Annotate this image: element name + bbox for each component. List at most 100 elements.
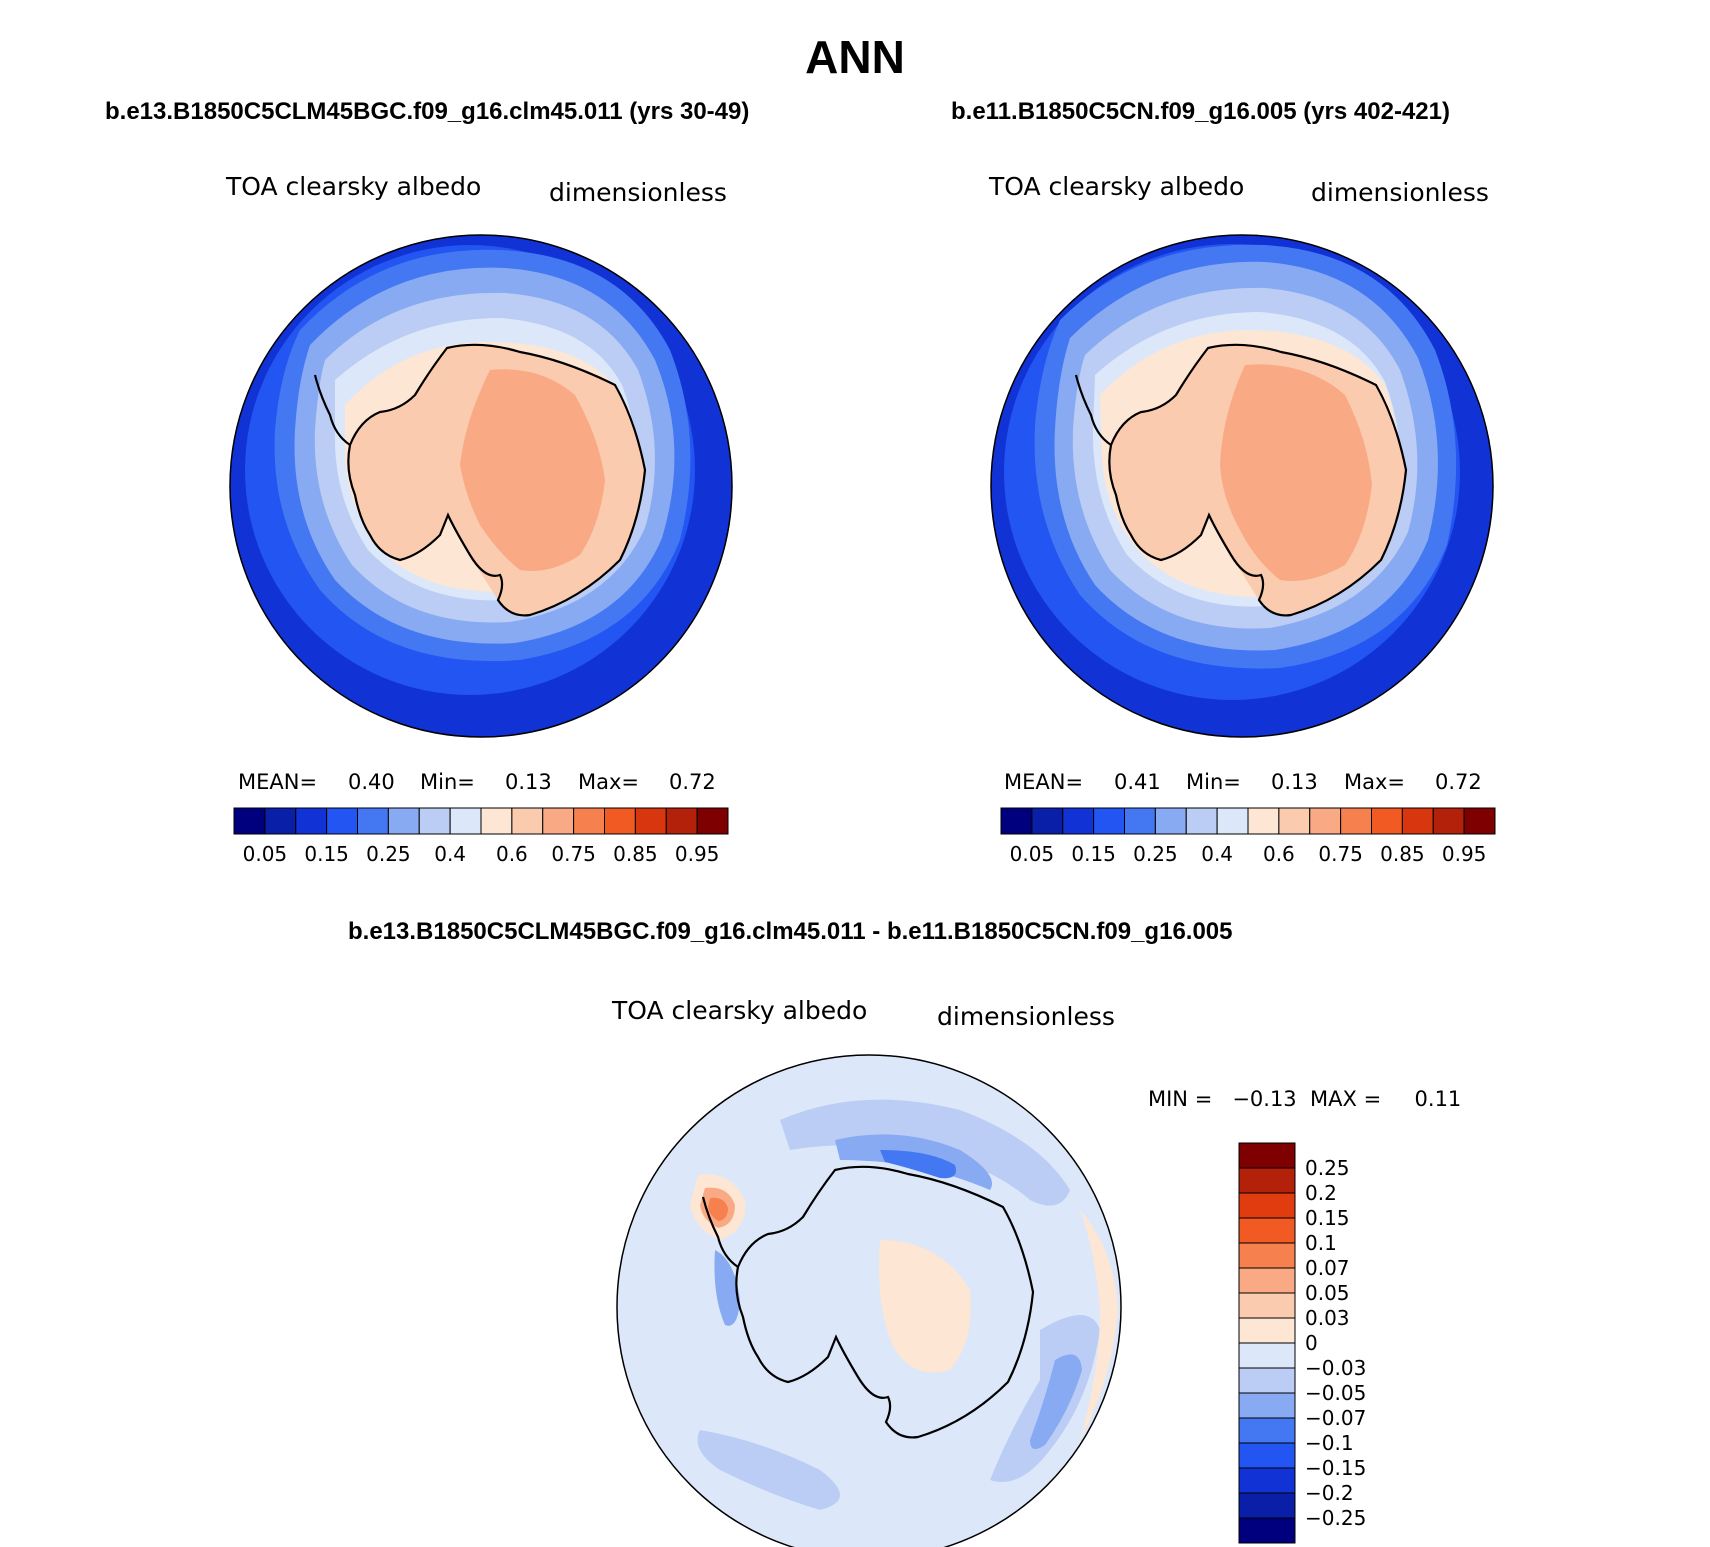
left-mean-label: MEAN= xyxy=(238,770,318,794)
colorbar-tick-label: 0.05 xyxy=(1305,1281,1350,1305)
diff-neg-band-south xyxy=(697,1430,840,1510)
colorbar-swatch xyxy=(1238,1167,1296,1194)
colorbar-swatch xyxy=(1238,1417,1296,1444)
colorbar-swatch xyxy=(634,807,667,835)
colorbar-tick-label: −0.15 xyxy=(1305,1456,1367,1480)
colorbar-tick-label: 0.15 xyxy=(304,842,349,866)
colorbar-swatch xyxy=(1309,807,1342,835)
colorbar-tick-label: 0.05 xyxy=(1009,842,1055,866)
colorbar-tick-label: −0.2 xyxy=(1305,1481,1354,1505)
left-case-title: b.e13.B1850C5CLM45BGC.f09_g16.clm45.011 … xyxy=(105,98,750,125)
diff-case-title: b.e13.B1850C5CLM45BGC.f09_g16.clm45.011 … xyxy=(348,918,1233,945)
colorbar-tick-label: 0.4 xyxy=(434,842,467,866)
colorbar-swatch xyxy=(1238,1192,1296,1219)
colorbar-swatch xyxy=(1238,1242,1296,1269)
left-units-label: dimensionless xyxy=(549,178,727,207)
right-mean-label: MEAN= xyxy=(1004,770,1084,794)
diff-pos-plume-core xyxy=(708,1197,728,1221)
left-variable-label: TOA clearsky albedo xyxy=(226,172,482,201)
left-max-label: Max= xyxy=(578,770,640,794)
colorbar-swatch xyxy=(1154,807,1187,835)
colorbar-swatch xyxy=(1238,1442,1296,1469)
diff-neg-band-north xyxy=(780,1099,1070,1206)
colorbar-swatch xyxy=(1238,1367,1296,1394)
right-max-value: 0.72 xyxy=(1435,770,1482,794)
colorbar-tick-label: 0.25 xyxy=(366,842,411,866)
left-mean-value: 0.40 xyxy=(348,770,395,794)
diff-units-label: dimensionless xyxy=(937,1002,1115,1031)
colorbar-tick-label: 0.07 xyxy=(1305,1256,1350,1280)
colorbar-swatch xyxy=(1371,807,1403,835)
colorbar-swatch xyxy=(480,807,513,835)
colorbar-swatch xyxy=(1185,807,1218,835)
colorbar-swatch xyxy=(295,807,328,835)
colorbar-swatch xyxy=(1401,807,1434,835)
colorbar-swatch xyxy=(1238,1517,1296,1544)
left-peninsula xyxy=(313,374,351,446)
right-map-border xyxy=(990,234,1494,738)
colorbar-swatch xyxy=(233,807,266,835)
colorbar-swatch xyxy=(1463,807,1496,835)
right-max-label: Max= xyxy=(1344,770,1406,794)
colorbar-swatch xyxy=(1238,1342,1296,1369)
colorbar-tick-label: −0.07 xyxy=(1305,1406,1367,1430)
colorbar-tick-label: 0.6 xyxy=(1262,842,1295,866)
right-units-label: dimensionless xyxy=(1311,178,1489,207)
colorbar-swatch xyxy=(1238,1142,1296,1169)
colorbar-tick-label: 0.03 xyxy=(1305,1306,1350,1330)
colorbar-tick-label: 0 xyxy=(1305,1331,1318,1355)
colorbar-tick-label: −0.25 xyxy=(1305,1506,1367,1530)
colorbar-tick-label: 0.85 xyxy=(1380,842,1425,866)
colorbar-tick-label: −0.03 xyxy=(1305,1356,1367,1380)
colorbar-tick-label: 0.75 xyxy=(1318,842,1363,866)
diff-pos-interior xyxy=(879,1240,971,1373)
colorbar-tick-label: 0.4 xyxy=(1201,842,1234,866)
colorbar-tick-label: 0.25 xyxy=(1133,842,1178,866)
diff-neg-strong-north xyxy=(880,1150,956,1179)
colorbar-swatch xyxy=(511,807,544,835)
colorbar-swatch xyxy=(1238,1467,1296,1494)
colorbar-tick-label: 0.6 xyxy=(495,842,528,866)
colorbar-swatch xyxy=(357,807,389,835)
left-min-value: 0.13 xyxy=(505,770,552,794)
right-min-label: Min= xyxy=(1186,770,1241,794)
diff-neg-core-east xyxy=(1030,1354,1082,1449)
diff-pos-east-rim xyxy=(1080,1210,1118,1440)
colorbar-swatch xyxy=(696,807,729,835)
colorbar-swatch xyxy=(542,807,575,835)
diff-peninsula xyxy=(701,1196,739,1268)
diff-neg-peninsula xyxy=(714,1250,740,1326)
figure-title: ANN xyxy=(805,31,905,83)
left-coastline xyxy=(347,343,647,617)
diff-map-border xyxy=(616,1054,1122,1547)
diff-variable-label: TOA clearsky albedo xyxy=(612,996,868,1025)
colorbar-tick-label: 0.1 xyxy=(1305,1231,1337,1255)
left-min-label: Min= xyxy=(420,770,475,794)
colorbar-tick-label: 0.95 xyxy=(1441,842,1487,866)
colorbar-tick-label: 0.75 xyxy=(551,842,596,866)
right-case-title: b.e11.B1850C5CN.f09_g16.005 (yrs 402-421… xyxy=(951,98,1450,125)
diff-base xyxy=(617,1055,1121,1547)
left-max-value: 0.72 xyxy=(669,770,716,794)
right-variable-label: TOA clearsky albedo xyxy=(989,172,1245,201)
colorbar-tick-label: 0.15 xyxy=(1305,1206,1350,1230)
colorbar-swatch xyxy=(1124,807,1156,835)
left-antarctica-plateau xyxy=(460,369,605,571)
colorbar-tick-label: 0.85 xyxy=(613,842,658,866)
colorbar-swatch xyxy=(449,807,482,835)
colorbar-tick-label: −0.1 xyxy=(1305,1431,1354,1455)
colorbar-swatch xyxy=(573,807,605,835)
diff-minmax-text: MIN = −0.13 MAX = 0.11 xyxy=(1148,1087,1462,1111)
left-map-border xyxy=(229,234,733,738)
colorbar-tick-label: 0.25 xyxy=(1305,1156,1350,1180)
colorbar-tick-label: 0.15 xyxy=(1071,842,1116,866)
right-min-value: 0.13 xyxy=(1271,770,1318,794)
colorbar-tick-label: −0.05 xyxy=(1305,1381,1367,1405)
colorbar-swatch xyxy=(1238,1492,1296,1519)
colorbar-swatch xyxy=(387,807,420,835)
colorbar-swatch xyxy=(1247,807,1280,835)
